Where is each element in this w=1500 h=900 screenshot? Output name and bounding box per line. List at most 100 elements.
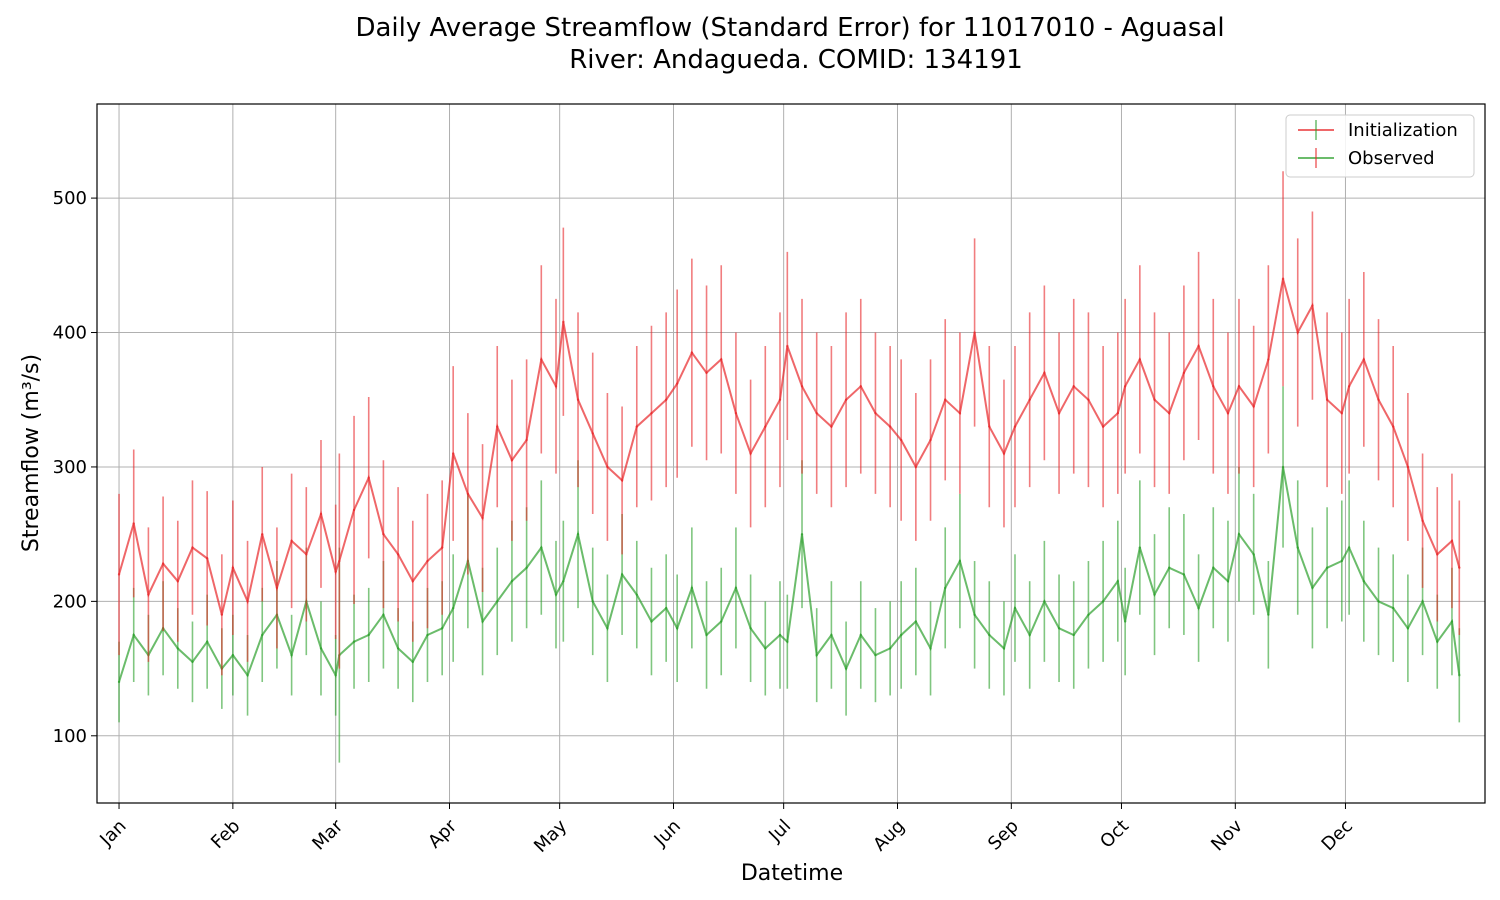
- data-point: [1028, 633, 1031, 637]
- data-point: [650, 620, 653, 623]
- series-line: [118, 466, 1461, 683]
- data-point: [675, 627, 679, 630]
- data-point: [1168, 411, 1171, 415]
- data-point: [1362, 358, 1366, 361]
- data-point: [764, 647, 767, 650]
- data-point: [576, 532, 580, 536]
- data-point: [1237, 385, 1241, 388]
- data-point: [1043, 600, 1046, 603]
- data-point: [147, 593, 150, 596]
- data-point: [1116, 411, 1120, 415]
- data-point: [859, 385, 862, 388]
- data-point: [261, 633, 264, 637]
- grid: [97, 104, 1485, 803]
- legend-initialization-label: Initialization: [1348, 120, 1458, 141]
- data-point: [367, 476, 370, 479]
- data-point: [1101, 600, 1105, 603]
- data-point: [290, 539, 293, 543]
- x-axis: Jan Feb Mar Apr May Jun Jul Aug Sep Oct Nov Dec: [95, 803, 1357, 857]
- data-point: [1325, 398, 1329, 401]
- data-point: [620, 479, 624, 482]
- data-point: [1212, 385, 1215, 388]
- data-point: [352, 640, 356, 643]
- data-point: [1072, 385, 1075, 388]
- data-point: [844, 398, 848, 401]
- data-point: [440, 546, 444, 549]
- data-point: [859, 633, 862, 637]
- data-point: [786, 344, 789, 348]
- data-point: [844, 667, 848, 670]
- data-point: [720, 620, 723, 623]
- data-point: [749, 627, 752, 630]
- data-point: [778, 633, 782, 637]
- data-point: [606, 465, 609, 469]
- x-tick-label: Feb: [207, 816, 244, 853]
- x-tick-label: Nov: [1207, 815, 1247, 855]
- data-point: [899, 438, 903, 442]
- data-point: [305, 553, 308, 556]
- data-point: [319, 512, 323, 516]
- data-point: [510, 459, 514, 462]
- y-axis-label: Streamflow (m³/s): [19, 354, 44, 552]
- data-point: [650, 411, 653, 415]
- data-point: [1340, 559, 1343, 563]
- data-point: [778, 398, 782, 401]
- data-point: [117, 680, 121, 684]
- data-point: [929, 438, 932, 442]
- legend-observed-label: Observed: [1348, 148, 1435, 169]
- data-point: [1458, 566, 1461, 569]
- x-tick-label: Aug: [869, 816, 909, 856]
- data-point: [973, 613, 976, 617]
- data-point: [1267, 358, 1270, 361]
- data-point: [396, 553, 400, 556]
- data-point: [1406, 465, 1410, 469]
- data-point: [191, 660, 194, 664]
- data-point: [451, 452, 455, 455]
- data-point: [888, 647, 892, 650]
- data-point: [275, 586, 279, 590]
- data-point: [231, 566, 235, 569]
- data-point: [1226, 580, 1230, 583]
- data-point: [562, 580, 565, 583]
- x-tick-label: Sep: [984, 816, 1023, 855]
- data-point: [690, 351, 694, 354]
- data-point: [1138, 358, 1142, 361]
- series-initialization: [117, 171, 1461, 676]
- data-point: [958, 559, 962, 563]
- x-tick-label: Jan: [95, 816, 130, 851]
- x-axis-label: Datetime: [741, 861, 843, 886]
- data-point: [929, 647, 932, 650]
- x-tick-label: Jul: [764, 816, 795, 847]
- data-point: [396, 647, 400, 650]
- data-point: [1043, 371, 1046, 375]
- y-tick-label: 300: [53, 457, 87, 478]
- data-point: [554, 385, 558, 388]
- data-point: [888, 425, 892, 428]
- data-point: [1450, 620, 1454, 623]
- data-point: [1197, 344, 1200, 348]
- data-point: [496, 425, 499, 428]
- data-point: [1101, 425, 1105, 428]
- data-point: [1450, 539, 1454, 543]
- data-point: [1252, 405, 1255, 408]
- data-point: [1347, 546, 1351, 549]
- data-point: [352, 508, 356, 512]
- data-point: [440, 627, 444, 630]
- data-point: [1237, 532, 1241, 536]
- data-point: [1087, 398, 1090, 401]
- series-observed: [117, 386, 1461, 763]
- data-point: [1182, 573, 1186, 576]
- data-point: [1311, 586, 1314, 590]
- data-point: [411, 580, 414, 583]
- chart-title-line1: Daily Average Streamflow (Standard Error…: [355, 13, 1224, 43]
- y-tick-label: 400: [53, 323, 87, 344]
- x-tick-label: Apr: [424, 815, 461, 852]
- data-point: [554, 593, 558, 596]
- x-tick-label: Jun: [650, 816, 685, 851]
- data-point: [161, 562, 165, 565]
- data-point: [705, 633, 708, 637]
- data-point: [1013, 425, 1017, 428]
- data-point: [1197, 606, 1200, 610]
- data-point: [591, 600, 594, 603]
- data-point: [1296, 331, 1299, 334]
